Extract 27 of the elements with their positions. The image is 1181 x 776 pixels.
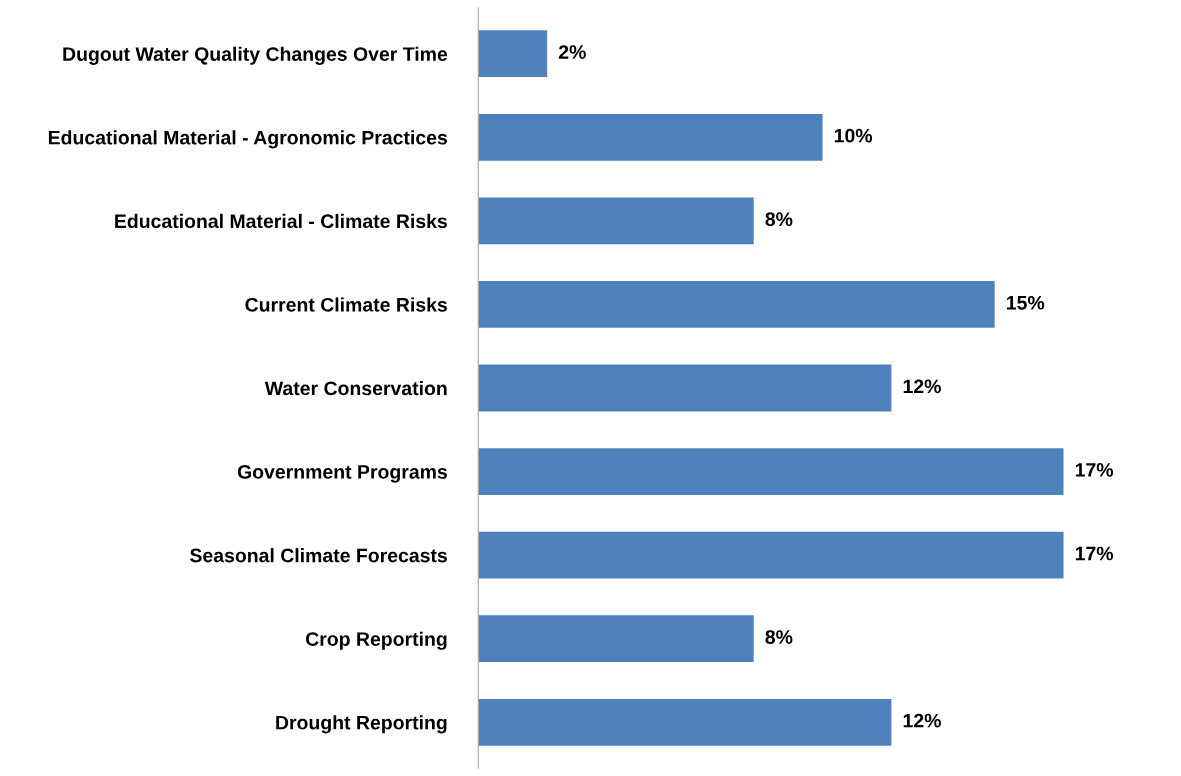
bar [478, 30, 548, 78]
bar [478, 281, 995, 328]
data-label: 12% [903, 379, 941, 394]
y-tick-label: Educational Material - Agronomic Practices [48, 130, 447, 149]
data-label: 12% [903, 713, 941, 728]
y-tick-label: Government Programs [237, 464, 447, 483]
data-label: 8% [765, 630, 793, 644]
bar [478, 364, 892, 412]
data-label: 10% [834, 128, 873, 143]
y-tick-label: Dugout Water Quality Changes Over Time [63, 46, 448, 65]
y-tick-label: Water Conservation [264, 380, 447, 396]
bar [478, 698, 892, 746]
bar [478, 615, 754, 663]
data-label: 8% [765, 212, 793, 227]
y-tick-label: Current Climate Risks [245, 297, 447, 312]
data-label: 17% [1075, 463, 1114, 477]
y-tick-label: Seasonal Climate Forecasts [190, 548, 447, 563]
y-tick-label: Educational Material - Climate Risks [115, 213, 447, 229]
bar [478, 113, 823, 161]
bar [478, 197, 754, 245]
data-label: 2% [558, 45, 586, 59]
bar [478, 531, 1064, 579]
bar [478, 448, 1064, 495]
data-label: 15% [1007, 295, 1045, 310]
y-tick-label: Crop Reporting [305, 631, 447, 650]
data-label: 17% [1075, 546, 1114, 561]
y-tick-label: Drought Reporting [276, 715, 447, 734]
